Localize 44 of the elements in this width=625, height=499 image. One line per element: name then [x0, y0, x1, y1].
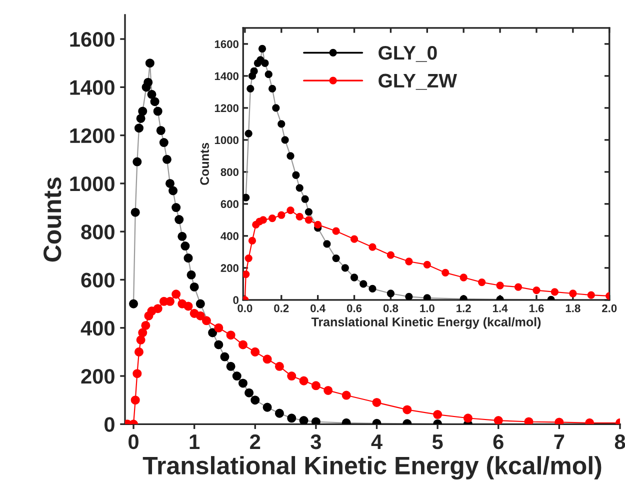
y-tick-label: 800: [81, 224, 114, 240]
x-tick-label: 5: [432, 434, 443, 450]
y-tick-label: 200: [220, 264, 239, 272]
x-tick-label: 7: [554, 434, 564, 449]
y-tick-label: 1200: [214, 104, 239, 112]
x-tick-label: 0.4: [310, 304, 326, 312]
y-tick-label: 1200: [70, 128, 114, 144]
y-tick-label: 800: [220, 168, 239, 176]
x-tick-label: 1.4: [493, 304, 508, 312]
legend-label: GLY_ZW: [378, 74, 458, 90]
x-tick-label: 8: [614, 434, 625, 450]
y-tick-label: 600: [81, 272, 114, 288]
x-tick-label: 4: [371, 434, 382, 449]
x-tick-label: 6: [493, 434, 504, 450]
x-tick-label: 2.0: [602, 304, 617, 312]
x-tick-label: 3: [310, 434, 321, 450]
y-tick-label: 400: [80, 320, 114, 336]
y-tick-label: 600: [220, 200, 239, 208]
y-tick-label: 0: [104, 417, 114, 432]
x-tick-label: 0.8: [383, 304, 398, 312]
y-tick-label: 1000: [214, 136, 239, 144]
y-tick-label: 1600: [214, 40, 239, 48]
x-tick-label: 0.6: [346, 304, 362, 312]
y-tick-label: 400: [220, 232, 239, 240]
y-axis-title: Counts: [44, 178, 62, 262]
x-tick-label: 0.0: [238, 304, 252, 312]
y-tick-label: 1000: [70, 176, 114, 192]
y-tick-label: 1400: [70, 80, 114, 95]
x-tick-label: 1.6: [529, 304, 544, 312]
legend-label: GLY_0: [378, 46, 437, 62]
x-tick-label: 1: [190, 434, 200, 449]
x-tick-label: 1.0: [420, 304, 434, 312]
x-tick-label: 1.8: [566, 304, 580, 312]
x-tick-label: 0: [128, 434, 138, 450]
x-tick-label: 0.2: [274, 304, 289, 312]
y-tick-label: 0: [233, 296, 239, 304]
x-axis-title: Translational Kinetic Energy (kcal/mol): [311, 317, 541, 329]
x-tick-label: 1.2: [456, 304, 471, 312]
y-axis-title: Counts: [200, 142, 209, 185]
x-axis-title: Translational Kinetic Energy (kcal/mol): [142, 456, 602, 480]
y-tick-label: 1600: [70, 32, 114, 47]
y-tick-label: 1400: [214, 72, 239, 80]
y-tick-label: 200: [81, 369, 114, 384]
x-tick-label: 2: [250, 434, 260, 449]
